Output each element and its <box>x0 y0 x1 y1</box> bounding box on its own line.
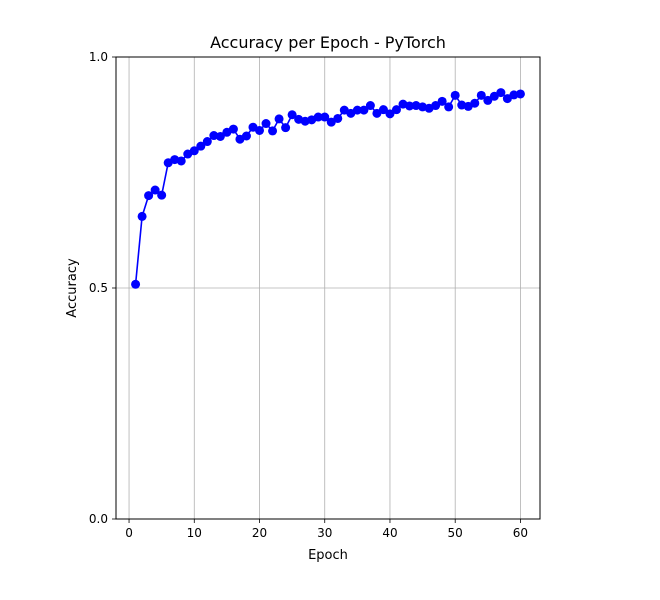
accuracy-point <box>483 95 493 105</box>
y-tick-label: 0.5 <box>89 281 108 295</box>
accuracy-point <box>326 117 336 127</box>
accuracy-point <box>261 119 271 129</box>
accuracy-point <box>470 98 480 108</box>
x-tick-label: 60 <box>513 526 528 540</box>
accuracy-point <box>255 125 265 135</box>
accuracy-point <box>515 89 525 99</box>
accuracy-point <box>496 88 506 98</box>
accuracy-point <box>320 112 330 122</box>
accuracy-point <box>202 137 212 147</box>
accuracy-point <box>215 131 225 141</box>
accuracy-point <box>359 105 369 115</box>
accuracy-point <box>378 105 388 115</box>
accuracy-point <box>313 112 323 122</box>
accuracy-point <box>228 124 238 134</box>
y-tick-label: 1.0 <box>89 50 108 64</box>
accuracy-point <box>150 185 160 195</box>
tick-layer: 0 10 20 30 40 50 60 0.0 0.5 1.0 <box>89 50 528 540</box>
accuracy-point <box>144 191 154 201</box>
accuracy-point <box>405 101 415 111</box>
accuracy-point <box>431 101 441 111</box>
accuracy-point <box>281 123 291 133</box>
accuracy-point <box>176 156 186 166</box>
grid-layer <box>116 56 540 520</box>
accuracy-point <box>385 109 395 119</box>
x-tick-label: 30 <box>317 526 332 540</box>
series-layer <box>131 88 525 289</box>
x-tick-label: 10 <box>187 526 202 540</box>
accuracy-point <box>287 110 297 120</box>
accuracy-point <box>365 101 375 111</box>
accuracy-point <box>131 279 141 289</box>
accuracy-point <box>489 91 499 101</box>
accuracy-point <box>157 190 167 200</box>
accuracy-point <box>137 211 147 221</box>
y-axis-label: Accuracy <box>65 258 80 318</box>
accuracy-point <box>274 114 284 124</box>
accuracy-point <box>189 146 199 156</box>
accuracy-point <box>241 131 251 141</box>
accuracy-point <box>196 141 206 151</box>
y-tick-label: 0.0 <box>89 512 108 526</box>
accuracy-point <box>444 102 454 112</box>
accuracy-point <box>450 90 460 100</box>
x-tick-label: 50 <box>448 526 463 540</box>
x-tick-label: 0 <box>125 526 133 540</box>
accuracy-point <box>502 94 512 104</box>
x-tick-label: 20 <box>252 526 267 540</box>
accuracy-point <box>352 105 362 115</box>
accuracy-point <box>268 126 278 136</box>
accuracy-point <box>333 113 343 123</box>
accuracy-point <box>391 105 401 115</box>
accuracy-point <box>476 90 486 100</box>
accuracy-point <box>437 96 447 106</box>
accuracy-point <box>372 108 382 118</box>
x-axis-label: Epoch <box>308 548 348 563</box>
chart-title: Accuracy per Epoch - PyTorch <box>210 33 446 52</box>
x-tick-label: 40 <box>382 526 397 540</box>
